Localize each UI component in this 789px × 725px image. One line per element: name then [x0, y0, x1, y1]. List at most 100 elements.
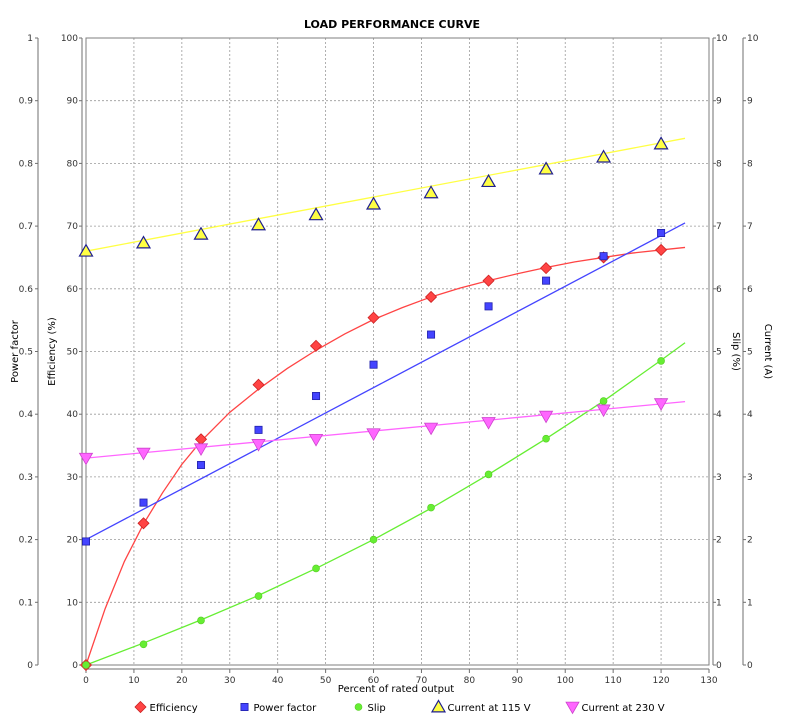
- current-at-230-v-point: [481, 417, 496, 430]
- x-tick-label: 100: [557, 676, 574, 686]
- cur-tick-label: 2: [747, 536, 753, 546]
- cur-tick-label: 5: [747, 348, 753, 358]
- legend-item-power-factor: Power factor: [240, 703, 317, 714]
- pf-tick-label: 0.4: [19, 410, 34, 420]
- legend-item-efficiency: Efficiency: [134, 700, 198, 714]
- current-at-115-v-point: [135, 235, 152, 249]
- current-at-115-v-fit-line: [85, 137, 686, 252]
- eff-tick-label: 0: [72, 661, 78, 671]
- current-at-115-v-point: [423, 185, 439, 199]
- cur-tick-label: 1: [747, 598, 753, 608]
- axes: 0 10 20 30 40 50 60 70 80 90 100 110 120 13000.10.20.…: [10, 34, 773, 686]
- efficiency-point: [194, 433, 208, 446]
- pf-tick-label: 0.8: [19, 159, 34, 169]
- current-at-230-v-fit-line: [85, 401, 686, 459]
- legend-label-efficiency: Efficiency: [150, 703, 198, 714]
- x-tick-label: 120: [652, 676, 669, 686]
- eff-tick-label: 50: [67, 348, 79, 358]
- eff-tick-label: 40: [67, 410, 79, 420]
- slip-point: [197, 616, 205, 625]
- cur-tick-label: 10: [747, 34, 759, 44]
- legend-label-slip: Slip: [368, 703, 386, 714]
- x-tick-label: 130: [700, 676, 717, 686]
- cur-tick-label: 9: [747, 97, 753, 107]
- legend-item-slip: Slip: [354, 703, 386, 714]
- slip-tick-label: 3: [716, 473, 722, 483]
- slip-tick-label: 6: [716, 285, 722, 295]
- pf-tick-label: 0: [27, 661, 33, 671]
- eff-axis-title: Efficiency (%): [47, 317, 58, 386]
- x-axis-label: Percent of rated output: [338, 684, 455, 695]
- eff-tick-label: 60: [67, 285, 79, 295]
- current-at-230-v-point: [193, 443, 209, 456]
- cur-tick-label: 8: [747, 159, 753, 169]
- power-factor-point: [369, 360, 378, 369]
- legend-label-current-at-115-v: Current at 115 V: [448, 703, 531, 714]
- pf-tick-label: 0.2: [19, 536, 33, 546]
- x-tick-label: 30: [224, 676, 236, 686]
- current-at-230-v-point: [596, 404, 611, 418]
- efficiency-point: [424, 290, 438, 304]
- legend-marker-efficiency: [134, 700, 147, 714]
- x-tick-label: 60: [368, 676, 380, 686]
- efficiency-point: [655, 243, 668, 256]
- slip-point: [657, 357, 665, 365]
- pf-tick-label: 1: [27, 34, 33, 44]
- x-tick-label: 90: [512, 676, 524, 686]
- current-at-115-v-point: [193, 226, 209, 240]
- legend-marker-current-at-230-v: [565, 701, 580, 715]
- x-tick-label: 50: [320, 676, 332, 686]
- current-at-230-v-point: [308, 434, 324, 447]
- current-at-230-v-point: [653, 398, 669, 411]
- efficiency-point: [539, 262, 553, 275]
- efficiency-point: [482, 274, 495, 287]
- legend-marker-slip: [354, 703, 363, 711]
- slip-point: [542, 434, 550, 443]
- x-tick-label: 80: [464, 676, 476, 686]
- slip-axis-title: Slip (%): [730, 332, 741, 371]
- plot-frame: [85, 37, 710, 666]
- slip-point: [599, 397, 608, 405]
- current-at-115-v-point: [250, 217, 267, 231]
- slip-tick-label: 4: [716, 410, 722, 420]
- current-at-115-v-point: [366, 196, 382, 210]
- slip-tick-label: 2: [716, 536, 722, 546]
- x-tick-label: 110: [605, 676, 622, 686]
- power-factor-point: [657, 228, 666, 237]
- current-at-115-v-point: [308, 207, 324, 221]
- cur-tick-label: 6: [747, 285, 753, 295]
- slip-point: [427, 503, 435, 512]
- slip-tick-label: 5: [716, 348, 722, 358]
- slip-point: [139, 640, 148, 649]
- legend-marker-power-factor: [240, 703, 249, 712]
- slip-tick-label: 10: [716, 34, 728, 44]
- chart-title: LOAD PERFORMANCE CURVE: [304, 18, 480, 31]
- power-factor-point: [82, 537, 91, 546]
- power-factor-point: [312, 392, 321, 401]
- power-factor-point: [197, 460, 206, 469]
- efficiency-point: [252, 378, 265, 391]
- pf-tick-label: 0.7: [19, 222, 33, 232]
- legend: Efficiency Power factor Slip Current at 115…: [134, 699, 665, 715]
- cur-axis-title: Current (A): [762, 324, 773, 379]
- eff-tick-label: 80: [67, 159, 79, 169]
- slip-tick-label: 7: [716, 222, 722, 232]
- data-markers: [78, 136, 669, 672]
- x-tick-label: 20: [176, 676, 188, 686]
- power-factor-point: [484, 302, 493, 311]
- slip-tick-label: 0: [716, 661, 722, 671]
- power-factor-point: [542, 276, 551, 285]
- cur-tick-label: 7: [747, 222, 753, 232]
- cur-tick-label: 0: [747, 661, 753, 671]
- power-factor-fit-line: [85, 222, 686, 541]
- current-at-230-v-point: [538, 410, 554, 424]
- x-tick-label: 10: [128, 676, 140, 686]
- eff-tick-label: 100: [61, 34, 78, 44]
- current-at-115-v-point: [481, 173, 497, 188]
- eff-tick-label: 90: [67, 97, 79, 107]
- current-at-115-v-point: [538, 161, 554, 175]
- pf-tick-label: 0.5: [19, 348, 33, 358]
- cur-tick-label: 3: [747, 473, 753, 483]
- slip-point: [82, 661, 90, 669]
